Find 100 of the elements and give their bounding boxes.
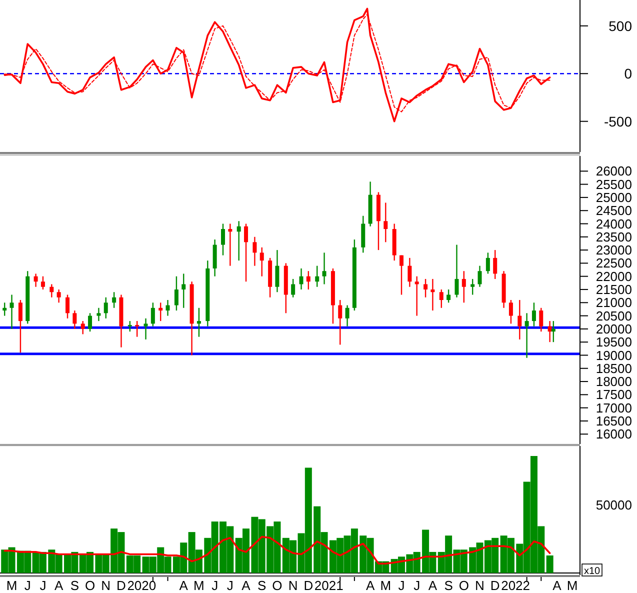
y-tick-label: 19500 [596, 334, 632, 350]
y-tick-label: 500 [608, 18, 632, 34]
y-tick-label: 25500 [596, 176, 632, 192]
x-tick-label: M [194, 578, 204, 593]
y-tick-label: 21500 [596, 282, 632, 298]
candlestick [128, 320, 132, 332]
candlestick [462, 270, 466, 304]
candlestick [166, 299, 170, 316]
x-tick-label: J [212, 578, 218, 593]
candlestick [244, 223, 248, 282]
candlestick [454, 244, 459, 298]
candlestick [18, 299, 22, 354]
candlestick [72, 310, 77, 330]
text: 50000 [596, 498, 632, 513]
candlestick [104, 296, 108, 320]
candlestick [551, 320, 556, 343]
candlestick [524, 312, 529, 358]
candlestick [345, 304, 350, 327]
y-tick-label: 17500 [596, 387, 632, 402]
candlestick [158, 302, 163, 322]
x-tick-label: O [458, 578, 469, 593]
x-tick-label: D [490, 578, 500, 593]
y-tick-label: 24500 [596, 203, 632, 218]
candlestick [228, 223, 232, 266]
candlestick [174, 276, 178, 312]
x-tick-label: O [84, 578, 96, 593]
x-tick-label: A [428, 578, 438, 593]
candlestick [112, 292, 116, 308]
text: x10 [584, 566, 600, 577]
x-tick-label: J [24, 578, 31, 593]
x-tick-label: S [258, 578, 267, 593]
y-tick-label: 24000 [596, 216, 632, 232]
candlestick [260, 246, 264, 277]
y-tick-label: 26000 [596, 164, 632, 179]
y-tick-label: 18500 [596, 360, 632, 376]
y-tick-label: -500 [604, 113, 632, 130]
y-tick-label: 20000 [596, 321, 632, 336]
x-tick-label: A [179, 578, 188, 593]
candlestick [414, 276, 419, 316]
candlestick [478, 265, 482, 288]
candlestick [2, 302, 7, 316]
candlestick [144, 318, 148, 340]
candlestick [135, 320, 140, 338]
y-tick-label: 21000 [596, 295, 632, 310]
candlestick [315, 265, 320, 288]
y-tick-label: 20500 [596, 308, 632, 324]
x-tick-label: J [414, 578, 420, 593]
x-tick-label: O [272, 578, 282, 593]
y-tick-label: 25000 [596, 190, 632, 205]
x-tick-label: M [566, 578, 578, 593]
candlestick [322, 252, 326, 285]
candlestick [430, 278, 435, 312]
candlestick [384, 202, 388, 243]
x-tick-label: M [6, 578, 18, 593]
candlestick [446, 288, 451, 304]
candlestick [493, 249, 498, 280]
candlestick [400, 254, 404, 296]
candlestick [539, 307, 544, 332]
candlestick [212, 238, 217, 277]
x-tick-label: M [380, 578, 392, 593]
x-tick-label: J [226, 578, 234, 593]
candlestick [439, 288, 444, 308]
candlestick [80, 320, 85, 335]
candlestick [306, 270, 310, 290]
candlestick [96, 307, 101, 322]
y-tick-label: 17000 [596, 400, 632, 416]
candlestick [40, 276, 45, 290]
bar [546, 555, 554, 573]
x-tick-label: 2022 [501, 578, 530, 593]
candlestick [291, 278, 296, 298]
x-tick-label: D [304, 578, 314, 593]
candlestick [338, 299, 342, 346]
candlestick [486, 252, 490, 274]
y-tick-label: 0 [624, 66, 632, 82]
candlestick [275, 249, 280, 293]
y-tick-label: 23500 [596, 229, 632, 244]
candlestick [236, 220, 241, 262]
x-tick-label: 2020 [127, 578, 156, 593]
candlestick [532, 302, 536, 327]
x-tick-label: A [54, 578, 64, 593]
x-tick-label: S [444, 578, 454, 593]
x-tick-label: N [288, 578, 298, 593]
x-tick-label: A [552, 578, 562, 593]
x-tick-label: 2021 [314, 578, 344, 593]
y-tick-label: 18000 [596, 374, 632, 390]
candlestick [361, 215, 366, 254]
x-tick-label: S [70, 578, 80, 593]
y-tick-label: 19000 [596, 348, 632, 363]
candlestick [150, 302, 155, 327]
candlestick [299, 268, 304, 290]
candlestick [10, 294, 14, 330]
candlestick [221, 223, 225, 256]
x-tick-label: A [366, 578, 375, 593]
candlestick [182, 273, 186, 308]
y-tick-label: 22500 [596, 256, 632, 271]
y-tick-label: 16500 [596, 414, 632, 429]
y-tick-label: 23000 [596, 242, 632, 258]
x-tick-label: N [475, 578, 484, 593]
candlestick [56, 288, 61, 304]
x-tick-label: J [398, 578, 405, 593]
